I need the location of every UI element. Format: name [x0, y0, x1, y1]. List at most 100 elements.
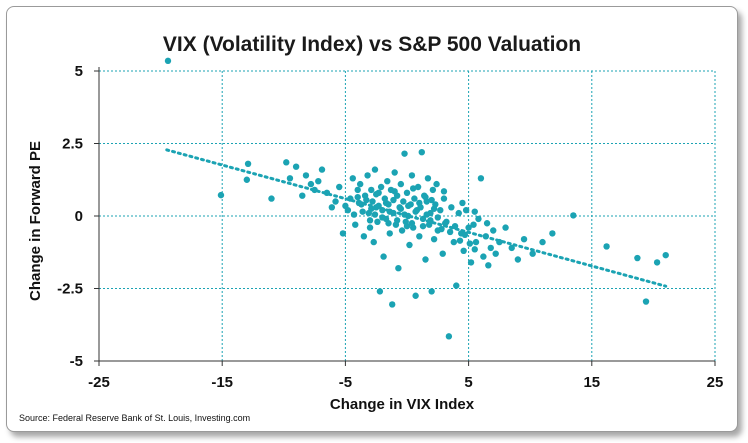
data-point [403, 189, 411, 196]
data-point [416, 233, 423, 240]
data-point [398, 227, 406, 234]
data-point [603, 243, 610, 250]
y-tick-label: -5 [70, 353, 83, 370]
data-point [393, 217, 401, 224]
data-point [386, 208, 393, 215]
y-axis-label: Change in Forward PE [27, 141, 44, 301]
data-point [419, 215, 427, 223]
data-point [349, 175, 356, 182]
data-point [339, 230, 347, 237]
data-point [466, 240, 474, 247]
data-point [368, 205, 375, 212]
data-point [440, 195, 448, 202]
data-point [539, 238, 546, 246]
data-point [448, 204, 455, 211]
data-point [356, 180, 364, 188]
data-point [374, 218, 381, 225]
data-points [164, 57, 669, 340]
data-point [371, 166, 379, 173]
x-axis-label: Change in VIX Index [330, 396, 475, 413]
data-point [364, 172, 371, 179]
data-point [384, 178, 391, 185]
data-point [440, 188, 448, 195]
data-point [352, 221, 359, 228]
data-point [419, 222, 427, 230]
data-point [422, 193, 429, 201]
x-tick-label: -25 [88, 374, 110, 391]
data-point [508, 244, 515, 252]
data-point [315, 178, 322, 185]
data-point [427, 217, 434, 224]
data-point [496, 238, 503, 246]
data-point [475, 215, 482, 223]
data-point [492, 250, 499, 257]
data-point [292, 163, 300, 170]
data-point [385, 220, 392, 227]
data-point [332, 198, 339, 205]
x-tick-label: 15 [583, 374, 600, 391]
data-point [409, 185, 417, 192]
tick-labels: -5 -2.5 0 2.5 5 -25 -15 -5 5 15 25 [57, 63, 723, 391]
data-point [424, 175, 432, 182]
data-point [439, 250, 446, 257]
data-point [376, 288, 384, 295]
data-point [455, 209, 462, 217]
data-point [386, 230, 393, 237]
source-note: Source: Federal Reserve Bank of St. Loui… [19, 413, 250, 423]
data-point [401, 150, 408, 157]
data-point [328, 204, 336, 211]
data-point [395, 265, 402, 272]
data-point [465, 224, 472, 231]
data-point [428, 288, 435, 295]
data-point [397, 180, 405, 188]
data-point [408, 220, 416, 227]
data-point [441, 220, 449, 227]
data-point [311, 186, 318, 194]
data-point [422, 256, 429, 263]
y-tick-label: 5 [75, 63, 83, 80]
data-point [487, 244, 494, 252]
data-point [363, 196, 370, 204]
data-point [477, 175, 485, 182]
data-point [437, 207, 444, 214]
data-point [382, 199, 390, 207]
data-point [485, 262, 492, 269]
data-point [570, 212, 577, 219]
data-point [355, 199, 363, 207]
data-point [354, 193, 361, 201]
data-point [418, 149, 425, 156]
data-point [451, 222, 459, 230]
data-point [529, 250, 536, 257]
data-point [467, 259, 475, 266]
data-point [307, 180, 315, 188]
scatter-chart: VIX (Volatility Index) vs S&P 500 Valuat… [19, 33, 723, 423]
data-point [434, 214, 441, 221]
x-tick-label: 25 [707, 374, 724, 391]
data-point [379, 207, 386, 214]
data-point [653, 259, 661, 266]
data-point [243, 176, 251, 183]
data-point [461, 231, 469, 239]
data-point [482, 233, 490, 240]
data-point [430, 236, 438, 243]
data-point [347, 195, 354, 202]
data-point [366, 224, 374, 231]
data-point [433, 180, 440, 188]
data-point [414, 183, 422, 191]
data-point [429, 186, 437, 194]
data-point [164, 57, 172, 65]
data-point [405, 202, 412, 210]
data-point [411, 195, 418, 202]
data-point [299, 192, 306, 199]
data-point [456, 237, 464, 244]
data-point [483, 220, 491, 227]
data-point [379, 214, 386, 221]
data-point [520, 236, 528, 243]
data-point [406, 241, 413, 249]
data-point [368, 186, 375, 194]
data-point [371, 211, 379, 218]
data-point [453, 282, 460, 289]
data-point [430, 205, 438, 212]
y-tick-label: 2.5 [62, 136, 83, 153]
data-point [502, 224, 509, 231]
